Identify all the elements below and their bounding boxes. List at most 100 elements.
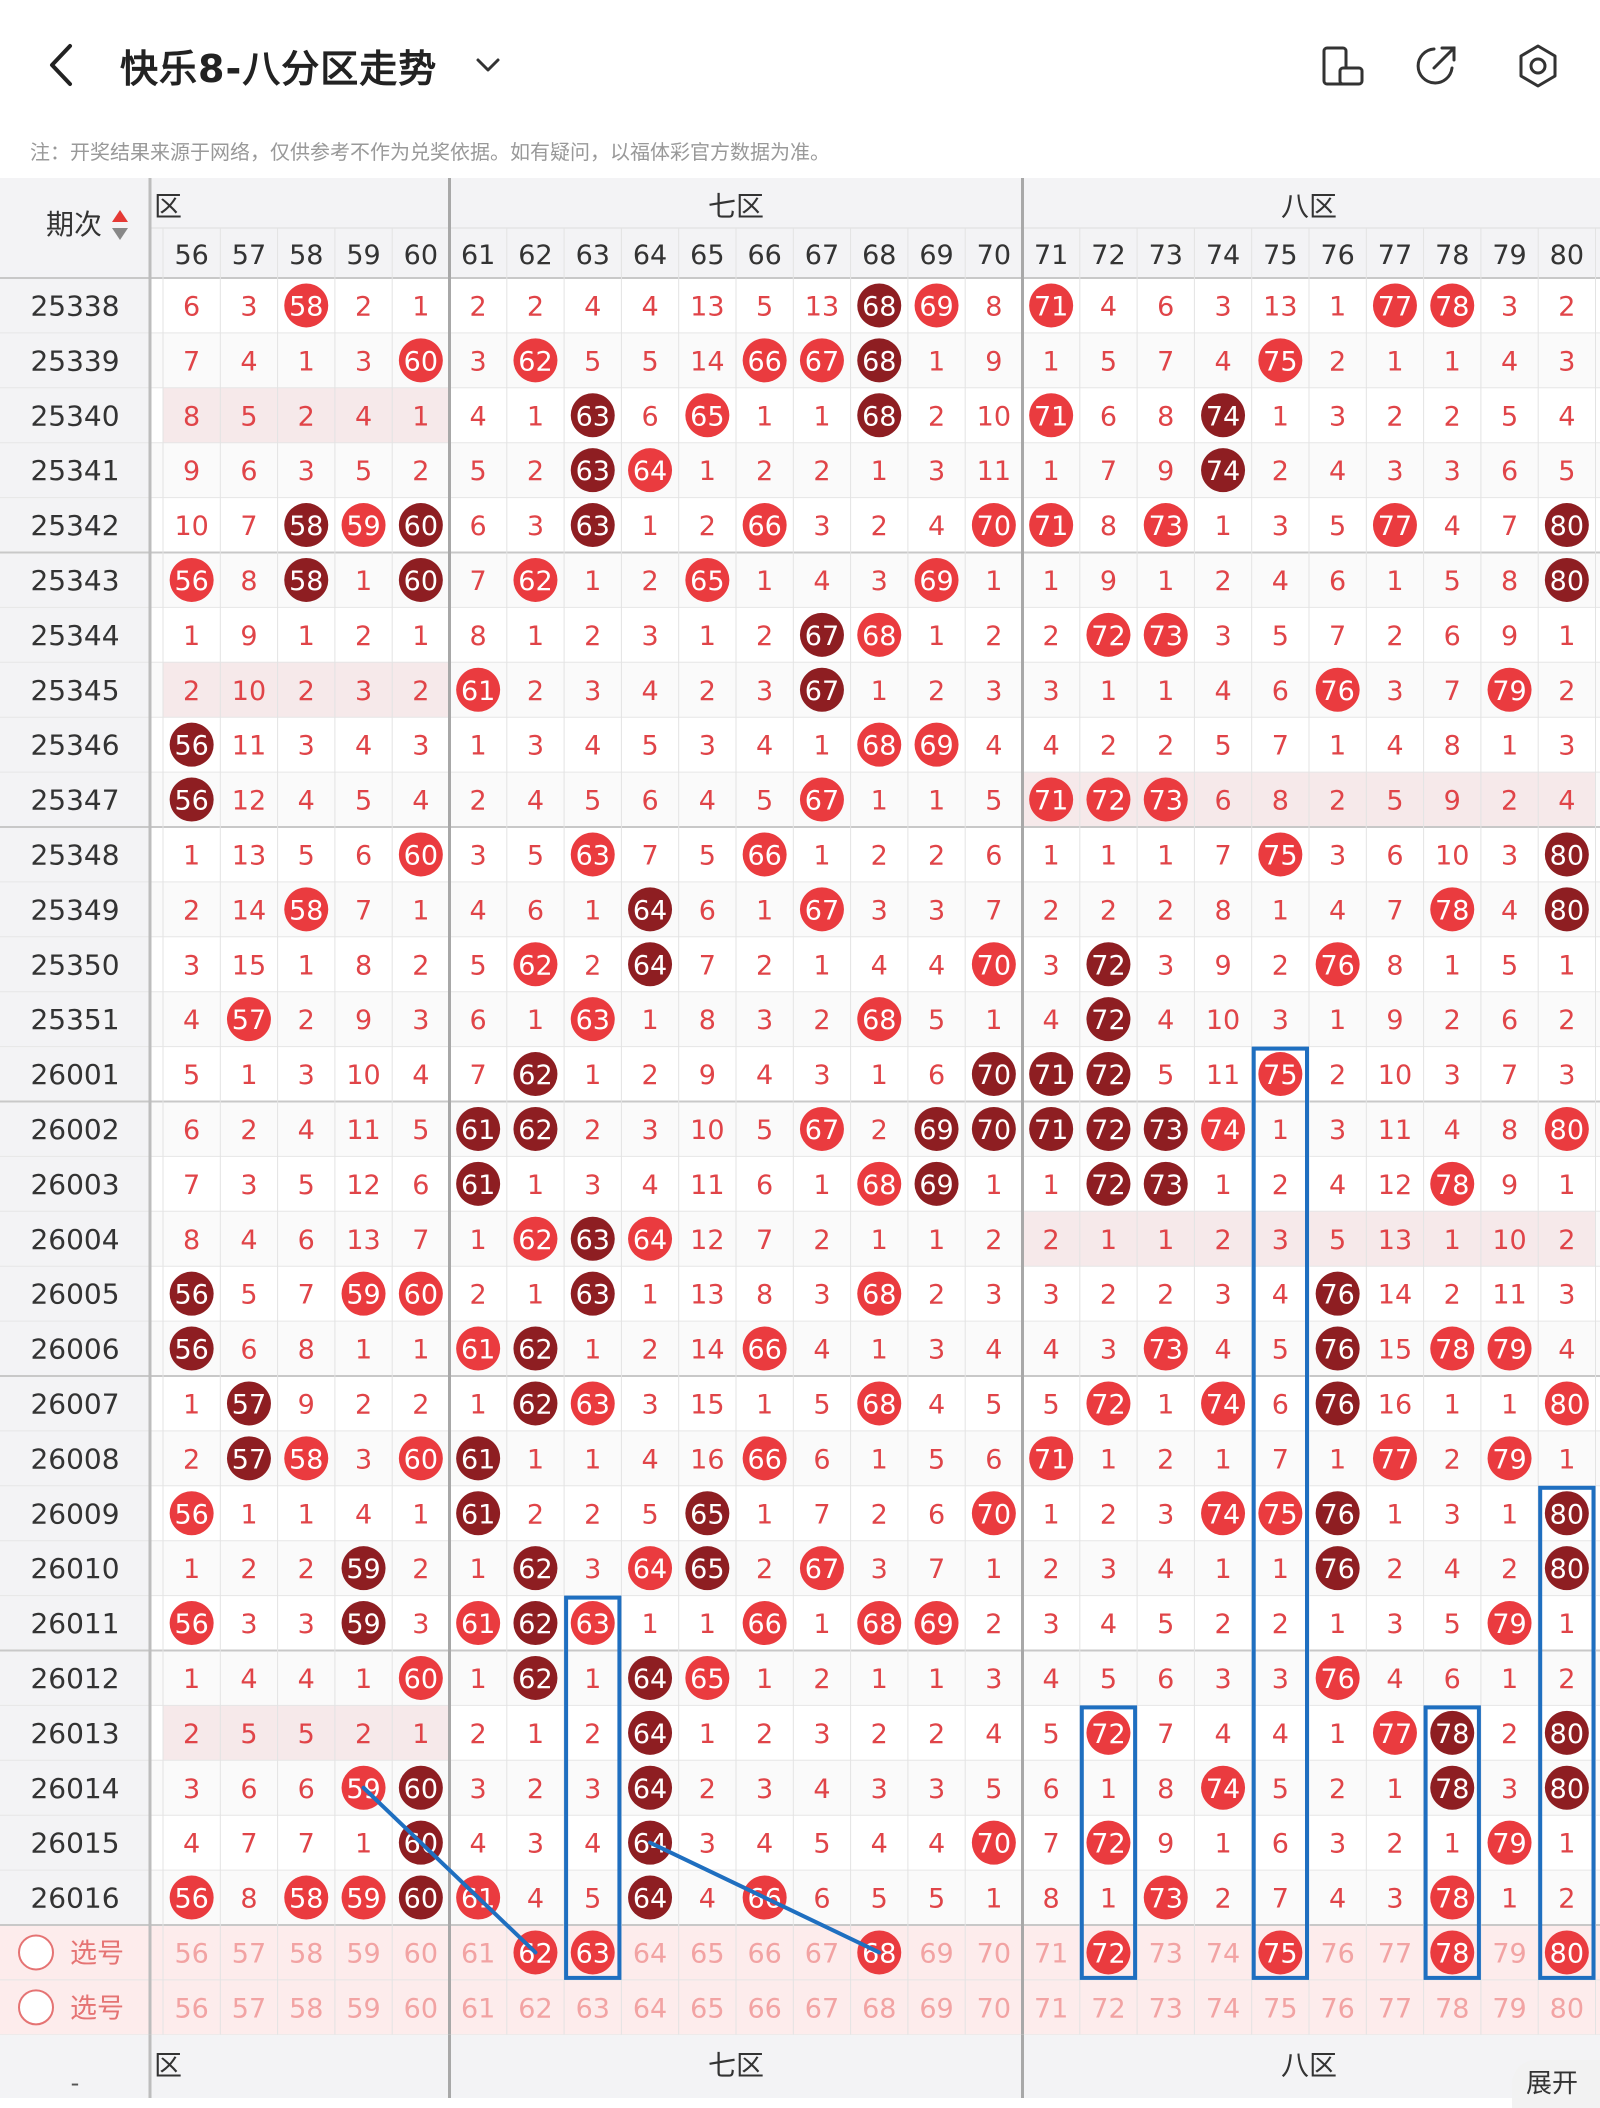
select-number[interactable]: 78 xyxy=(1435,1993,1469,2024)
select-number[interactable]: 67 xyxy=(805,1993,839,2024)
select-number[interactable]: 71 xyxy=(1034,1993,1068,2024)
select-number[interactable]: 69 xyxy=(919,1938,953,1969)
select-number[interactable]: 72 xyxy=(1091,1993,1125,2024)
select-number[interactable]: 76 xyxy=(1320,1938,1354,1969)
select-number[interactable]: 80 xyxy=(1550,1993,1584,2024)
select-number[interactable]: 60 xyxy=(404,1938,438,1969)
select-number[interactable]: 63 xyxy=(576,1993,610,2024)
miss-count: 2 xyxy=(1043,621,1060,652)
select-number[interactable]: 62 xyxy=(518,1993,552,2024)
select-label[interactable]: 选号 xyxy=(70,1938,124,1969)
selected-number[interactable]: 78 xyxy=(1435,1938,1469,1969)
select-number[interactable]: 68 xyxy=(862,1993,896,2024)
settings-icon[interactable] xyxy=(1514,42,1562,90)
selected-number[interactable]: 72 xyxy=(1091,1938,1125,1969)
disclaimer-note: 注：开奖结果来源于网络，仅供参考不作为兑奖依据。如有疑问，以福体彩官方数据为准。 xyxy=(30,140,830,164)
select-number[interactable]: 57 xyxy=(232,1993,266,2024)
miss-count: 3 xyxy=(756,1005,773,1036)
select-number[interactable]: 67 xyxy=(805,1938,839,1969)
selected-ball[interactable] xyxy=(1544,1930,1589,1975)
hit-number: 70 xyxy=(977,1829,1011,1860)
select-number[interactable]: 75 xyxy=(1263,1993,1297,2024)
select-number[interactable]: 70 xyxy=(977,1938,1011,1969)
chevron-down-icon[interactable] xyxy=(472,50,504,78)
miss-count: 16 xyxy=(690,1444,724,1475)
selected-number[interactable]: 80 xyxy=(1550,1938,1584,1969)
page-title[interactable]: 快乐8-八分区走势 xyxy=(120,47,438,91)
select-number[interactable]: 76 xyxy=(1320,1993,1354,2024)
hit-number: 58 xyxy=(289,291,323,322)
miss-count: 3 xyxy=(1329,840,1346,871)
select-number[interactable]: 77 xyxy=(1378,1993,1412,2024)
miss-count: 1 xyxy=(1272,1554,1289,1585)
select-number[interactable]: 74 xyxy=(1206,1993,1240,2024)
expand-button[interactable]: 展开 xyxy=(1512,2060,1600,2108)
miss-count: 1 xyxy=(470,1554,487,1585)
select-number[interactable]: 65 xyxy=(690,1938,724,1969)
select-number[interactable]: 71 xyxy=(1034,1938,1068,1969)
select-number[interactable]: 70 xyxy=(977,1993,1011,2024)
hit-ball xyxy=(1029,1436,1074,1481)
select-radio[interactable] xyxy=(18,1989,54,2026)
hit-number: 60 xyxy=(404,566,438,597)
selected-number[interactable]: 63 xyxy=(576,1938,610,1969)
select-number[interactable]: 58 xyxy=(289,1938,323,1969)
miss-count: 8 xyxy=(1214,895,1231,926)
select-number[interactable]: 59 xyxy=(346,1993,380,2024)
select-number[interactable]: 65 xyxy=(690,1993,724,2024)
hit-ball xyxy=(513,942,558,987)
phone-rotate-icon[interactable] xyxy=(1318,42,1366,90)
select-number[interactable]: 64 xyxy=(633,1938,667,1969)
select-number[interactable]: 64 xyxy=(633,1993,667,2024)
sort-up-icon[interactable] xyxy=(112,210,128,222)
period-header[interactable]: 期次 xyxy=(46,208,102,241)
sort-down-icon[interactable] xyxy=(112,228,128,240)
select-number[interactable]: 79 xyxy=(1492,1938,1526,1969)
select-number[interactable]: 60 xyxy=(404,1993,438,2024)
hit-ball xyxy=(398,1875,443,1920)
miss-count: 3 xyxy=(1329,401,1346,432)
selected-ball[interactable] xyxy=(1430,1930,1475,1975)
select-label[interactable]: 选号 xyxy=(70,1993,124,2024)
select-number[interactable]: 66 xyxy=(747,1938,781,1969)
selected-ball[interactable] xyxy=(1086,1930,1131,1975)
period-label: 26004 xyxy=(30,1223,119,1256)
select-number[interactable]: 74 xyxy=(1206,1938,1240,1969)
share-icon[interactable] xyxy=(1412,42,1460,90)
select-number[interactable]: 58 xyxy=(289,1993,323,2024)
selected-ball[interactable] xyxy=(1258,1930,1303,1975)
select-number[interactable]: 77 xyxy=(1378,1938,1412,1969)
select-number[interactable]: 79 xyxy=(1492,1993,1526,2024)
miss-count: 8 xyxy=(1501,566,1518,597)
miss-count: 5 xyxy=(412,1115,429,1146)
hit-number: 76 xyxy=(1320,1335,1354,1366)
select-number[interactable]: 56 xyxy=(174,1993,208,2024)
hit-ball xyxy=(1086,612,1131,657)
miss-count: 1 xyxy=(1329,1005,1346,1036)
select-radio[interactable] xyxy=(18,1934,54,1971)
miss-count: 5 xyxy=(584,346,601,377)
miss-count: 1 xyxy=(699,1719,716,1750)
miss-count: 1 xyxy=(813,950,830,981)
select-number[interactable]: 57 xyxy=(232,1938,266,1969)
select-number[interactable]: 61 xyxy=(461,1993,495,2024)
hit-number: 62 xyxy=(518,1389,552,1420)
miss-count: 5 xyxy=(240,1719,257,1750)
miss-count: 3 xyxy=(1272,1225,1289,1256)
selected-ball[interactable] xyxy=(570,1930,615,1975)
miss-count: 1 xyxy=(412,291,429,322)
select-number[interactable]: 73 xyxy=(1149,1938,1183,1969)
select-number[interactable]: 73 xyxy=(1149,1993,1183,2024)
select-number[interactable]: 56 xyxy=(174,1938,208,1969)
selected-number[interactable]: 75 xyxy=(1263,1938,1297,1969)
select-number[interactable]: 61 xyxy=(461,1938,495,1969)
hit-number: 66 xyxy=(747,840,781,871)
hit-number: 64 xyxy=(633,1554,667,1585)
hit-number: 58 xyxy=(289,1444,323,1475)
select-number[interactable]: 66 xyxy=(747,1993,781,2024)
select-number[interactable]: 69 xyxy=(919,1993,953,2024)
back-arrow-icon[interactable] xyxy=(40,40,80,90)
hit-ball xyxy=(1143,777,1188,822)
miss-count: 4 xyxy=(871,950,888,981)
select-number[interactable]: 59 xyxy=(346,1938,380,1969)
